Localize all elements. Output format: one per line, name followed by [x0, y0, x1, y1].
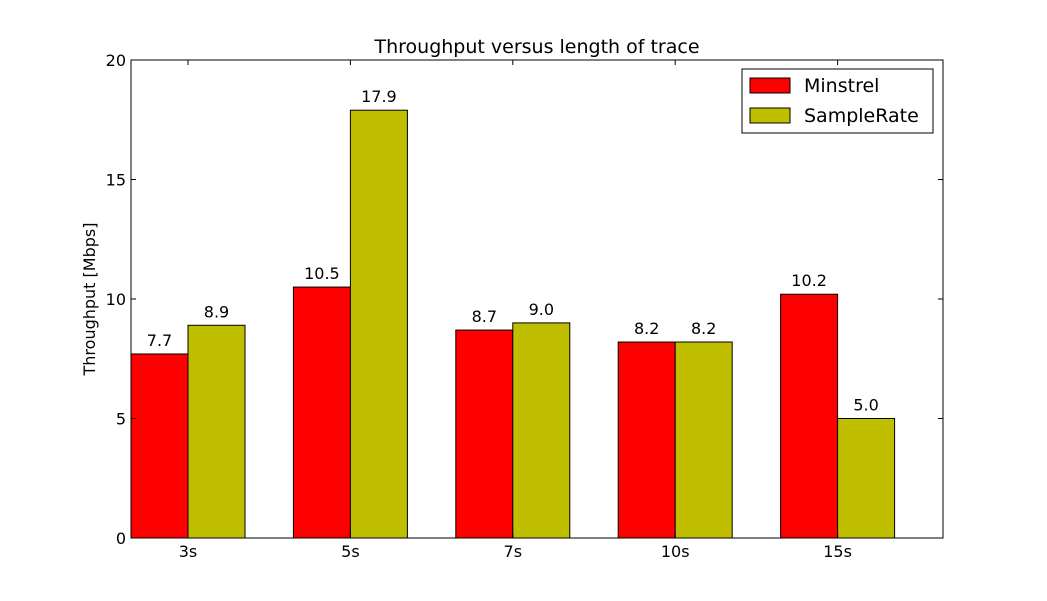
bar-minstrel-10s — [617, 341, 676, 539]
bar-minstrel-3s — [130, 353, 189, 539]
y-tick-label-20: 20 — [106, 51, 126, 70]
data-labels-layer: 7.7 8.9 10.5 17.9 8.7 9.0 8.2 8.2 10.2 5.0 — [147, 87, 879, 414]
y-tick-label-15: 15 — [106, 171, 126, 190]
y-tick-label-10: 10 — [106, 290, 126, 309]
bar-minstrel-5s — [292, 286, 351, 539]
y-axis-label: Throughput [Mbps] — [80, 223, 99, 377]
legend-swatch-samplerate — [749, 107, 791, 124]
bar-samplerate-15s — [837, 418, 896, 539]
data-label-samplerate-3s: 8.9 — [204, 302, 229, 321]
data-label-minstrel-5s: 10.5 — [304, 264, 340, 283]
data-label-minstrel-3s: 7.7 — [147, 331, 172, 350]
data-label-minstrel-15s: 10.2 — [791, 271, 827, 290]
data-label-minstrel-10s: 8.2 — [634, 319, 659, 338]
y-tick-label-5: 5 — [116, 410, 126, 429]
x-tick-label-15s: 15s — [823, 542, 852, 561]
bars-layer — [130, 109, 896, 539]
x-tick-label-3s: 3s — [179, 542, 198, 561]
y-tick-label-0: 0 — [116, 529, 126, 548]
x-tick-label-10s: 10s — [661, 542, 690, 561]
bar-minstrel-7s — [455, 329, 514, 539]
legend: Minstrel SampleRate — [741, 68, 934, 134]
data-label-samplerate-7s: 9.0 — [529, 300, 554, 319]
legend-label-minstrel: Minstrel — [804, 75, 879, 97]
x-tick-label-5s: 5s — [341, 542, 360, 561]
ticks-layer: 3s 5s 7s 10s 15s 0 5 10 15 20 — [106, 51, 943, 561]
data-label-samplerate-5s: 17.9 — [361, 87, 397, 106]
bar-samplerate-10s — [674, 341, 733, 539]
x-tick-label-7s: 7s — [504, 542, 523, 561]
data-label-samplerate-15s: 5.0 — [853, 396, 878, 415]
chart-title: Throughput versus length of trace — [373, 36, 699, 58]
bar-samplerate-5s — [349, 109, 408, 539]
data-label-minstrel-7s: 8.7 — [472, 307, 497, 326]
legend-label-samplerate: SampleRate — [804, 105, 919, 127]
data-label-samplerate-10s: 8.2 — [691, 319, 716, 338]
bar-samplerate-7s — [512, 322, 571, 539]
plot-area-frame — [130, 59, 944, 539]
bar-minstrel-15s — [780, 293, 839, 539]
bar-samplerate-3s — [187, 324, 246, 539]
legend-swatch-minstrel — [749, 77, 791, 94]
